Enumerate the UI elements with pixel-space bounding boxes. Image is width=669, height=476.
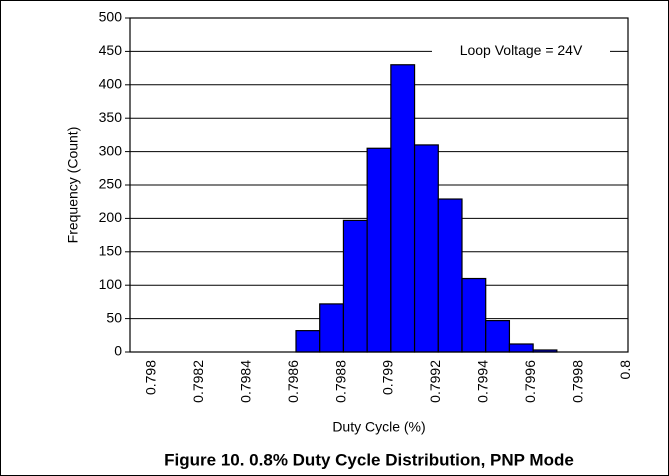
bar	[485, 320, 511, 353]
x-tick-label: 0.799	[380, 360, 396, 395]
plot-border	[129, 17, 629, 353]
bar	[461, 277, 487, 353]
y-tick-label: 150	[99, 243, 123, 259]
x-tick-label: 0.7982	[190, 360, 206, 403]
bar	[295, 330, 321, 353]
x-tick-label: 0.798	[143, 360, 159, 395]
x-tick-label: 0.7996	[522, 360, 538, 403]
bar	[508, 343, 534, 353]
bar	[390, 64, 416, 353]
y-tick-label: 500	[99, 9, 123, 25]
y-tick-label: 300	[99, 142, 123, 158]
x-tick-label: 0.7992	[427, 360, 443, 403]
bar	[342, 219, 368, 353]
bar	[366, 147, 392, 353]
x-tick-label: 0.8	[617, 360, 633, 380]
x-tick-label: 0.7988	[332, 360, 348, 403]
x-tick-label: 0.7994	[475, 360, 491, 403]
y-tick-label: 200	[99, 209, 123, 225]
bar	[413, 144, 439, 353]
y-tick-label: 250	[99, 176, 123, 192]
annotation: Loop Voltage = 24V	[460, 42, 583, 58]
y-axis-label: Frequency (Count)	[65, 127, 81, 244]
y-tick-label: 50	[106, 309, 122, 325]
annotation-bg	[432, 41, 610, 62]
chart-title: Figure 10. 0.8% Duty Cycle Distribution,…	[164, 450, 574, 469]
y-tick-label: 0	[114, 343, 122, 359]
x-tick-label: 0.7984	[237, 360, 253, 403]
x-axis-label: Duty Cycle (%)	[332, 419, 425, 435]
y-tick-label: 350	[99, 109, 123, 125]
bar	[437, 198, 463, 353]
x-tick-label: 0.7998	[569, 360, 585, 403]
y-tick-label: 400	[99, 76, 123, 92]
x-tick-label: 0.7986	[285, 360, 301, 403]
y-tick-label: 450	[99, 42, 123, 58]
bar	[319, 303, 345, 353]
y-tick-label: 100	[99, 276, 123, 292]
